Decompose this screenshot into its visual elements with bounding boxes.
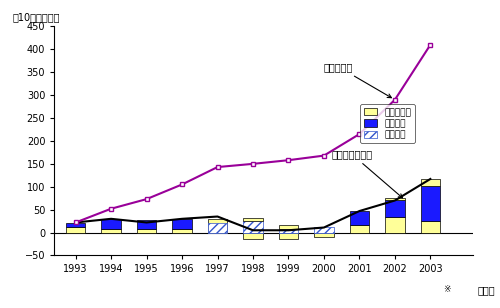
Bar: [208, 219, 228, 233]
Bar: [278, 229, 298, 233]
Bar: [102, 219, 121, 229]
Bar: [385, 200, 404, 217]
Bar: [350, 225, 369, 233]
Legend: 誤差・脱漏, 資本収支, 経常収支: 誤差・脱漏, 資本収支, 経常収支: [360, 104, 415, 143]
Text: 外貨準備の増分: 外貨準備の増分: [331, 149, 402, 198]
Text: 外貨準備額: 外貨準備額: [324, 62, 392, 98]
Bar: [243, 221, 262, 233]
Bar: [172, 219, 192, 229]
Bar: [243, 218, 262, 221]
Bar: [420, 180, 440, 186]
Bar: [137, 220, 156, 229]
Text: ※: ※: [443, 285, 450, 294]
Bar: [102, 229, 121, 233]
Bar: [137, 229, 156, 233]
Bar: [278, 233, 298, 238]
Bar: [385, 217, 404, 233]
Bar: [420, 186, 440, 221]
Bar: [314, 227, 334, 233]
Bar: [172, 229, 192, 233]
Bar: [208, 223, 228, 233]
Bar: [314, 233, 334, 237]
Bar: [420, 221, 440, 233]
Bar: [278, 225, 298, 229]
Text: （年）: （年）: [477, 285, 495, 295]
Bar: [243, 233, 262, 239]
Bar: [350, 211, 369, 225]
Bar: [66, 227, 86, 233]
Bar: [66, 223, 86, 227]
Text: （10億米ドル）: （10億米ドル）: [12, 12, 60, 22]
Bar: [385, 198, 404, 200]
